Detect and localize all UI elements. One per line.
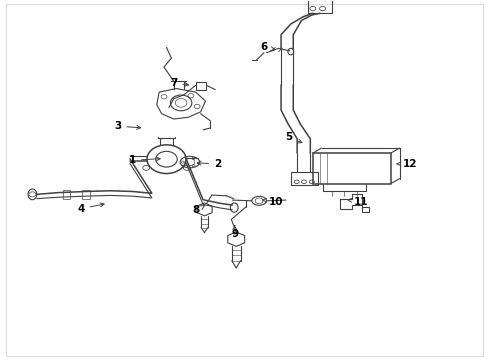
Bar: [62, 190, 70, 199]
Text: 2: 2: [197, 159, 221, 169]
Text: 12: 12: [396, 159, 417, 169]
Text: 11: 11: [347, 197, 368, 207]
Text: 3: 3: [114, 121, 141, 131]
Text: 8: 8: [192, 206, 204, 216]
Text: 6: 6: [260, 42, 274, 52]
Text: 5: 5: [284, 132, 301, 143]
Text: 10: 10: [262, 197, 283, 207]
Bar: [312, 153, 390, 184]
Bar: [307, 0, 331, 13]
Bar: [290, 172, 317, 185]
Text: 9: 9: [231, 226, 238, 239]
Text: 7: 7: [170, 78, 188, 88]
Text: 4: 4: [77, 203, 104, 214]
Bar: [195, 82, 206, 90]
Bar: [82, 190, 90, 199]
Text: 1: 1: [128, 155, 160, 165]
